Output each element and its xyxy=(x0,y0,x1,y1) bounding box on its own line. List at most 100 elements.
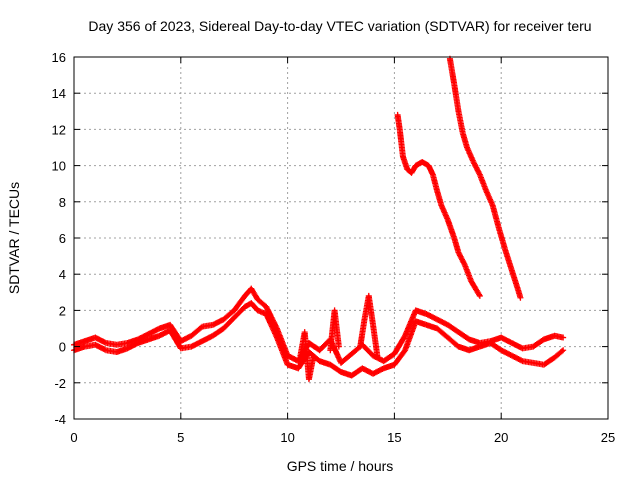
series-low-track-b xyxy=(71,300,567,379)
data-point xyxy=(135,331,151,343)
data-point xyxy=(273,325,291,358)
x-tick-label: 25 xyxy=(601,430,615,445)
data-point xyxy=(508,267,521,293)
data-point xyxy=(145,326,162,337)
y-tick-label: 4 xyxy=(59,267,66,282)
data-point xyxy=(444,321,461,335)
data-point xyxy=(461,262,474,283)
data-point xyxy=(248,300,260,313)
data-point xyxy=(508,352,525,364)
data-point xyxy=(177,333,194,345)
data-point xyxy=(167,327,184,351)
data-point xyxy=(438,202,451,222)
data-point xyxy=(455,249,468,267)
data-point xyxy=(338,351,354,366)
data-point xyxy=(434,325,450,340)
series-spike-13.8 xyxy=(357,292,381,359)
data-point xyxy=(380,351,397,365)
ticks xyxy=(73,56,609,420)
data-point xyxy=(446,55,457,86)
x-tick-label: 10 xyxy=(280,430,294,445)
data-point xyxy=(402,319,419,354)
y-tick-label: 2 xyxy=(59,303,66,318)
data-point xyxy=(468,278,483,299)
data-point xyxy=(498,347,514,358)
series-high-track-1 xyxy=(394,111,483,299)
data-point xyxy=(394,111,403,131)
data-point xyxy=(199,333,215,345)
data-point xyxy=(273,334,291,367)
series-high-track-2 xyxy=(446,55,524,301)
data-point xyxy=(451,235,462,255)
data-point xyxy=(459,130,470,150)
y-tick-label: 16 xyxy=(52,50,66,65)
data-points xyxy=(71,55,567,383)
series-spike-12.2 xyxy=(327,307,342,354)
data-point xyxy=(209,326,226,339)
data-point xyxy=(370,365,386,377)
tick-labels: 0 5 10 15 20 25 -4 -2 0 2 4 6 8 10 12 14 16 xyxy=(52,50,616,445)
y-tick-label: -2 xyxy=(54,376,66,391)
data-point xyxy=(357,317,368,350)
data-point xyxy=(429,171,440,193)
data-point xyxy=(316,337,333,354)
data-point xyxy=(502,247,515,273)
data-point xyxy=(167,321,183,343)
x-tick-label: 20 xyxy=(494,430,508,445)
data-point xyxy=(455,329,471,342)
data-point xyxy=(540,355,557,368)
x-tick-label: 0 xyxy=(70,430,77,445)
data-point xyxy=(451,81,462,113)
data-point xyxy=(263,303,280,331)
data-point xyxy=(92,341,108,353)
data-point xyxy=(124,340,140,352)
data-point xyxy=(434,187,444,207)
data-point xyxy=(489,202,502,231)
data-point xyxy=(188,324,204,339)
data-point xyxy=(231,294,247,314)
x-axis-title: GPS time / hours xyxy=(287,458,394,474)
data-point xyxy=(498,334,514,346)
data-point xyxy=(551,332,567,341)
data-point xyxy=(515,287,524,301)
data-point xyxy=(331,307,342,350)
data-point xyxy=(455,108,466,135)
data-point xyxy=(423,311,439,322)
y-tick-label: 8 xyxy=(59,195,66,210)
data-point xyxy=(476,171,489,193)
series-spike-10.8 xyxy=(297,329,317,383)
data-point xyxy=(92,334,108,346)
data-point xyxy=(396,126,406,159)
data-point xyxy=(444,334,461,349)
data-point xyxy=(254,296,269,309)
y-tick-label: -4 xyxy=(54,412,66,427)
y-tick-label: 14 xyxy=(52,86,66,101)
data-point xyxy=(188,338,204,350)
data-point xyxy=(231,304,247,321)
data-point xyxy=(483,187,496,207)
data-point xyxy=(464,144,476,164)
data-point xyxy=(391,348,408,368)
data-point xyxy=(248,285,260,302)
x-tick-label: 15 xyxy=(387,430,401,445)
chart-title: Day 356 of 2023, Sidereal Day-to-day VTE… xyxy=(88,18,591,34)
data-point xyxy=(327,361,343,375)
y-tick-label: 6 xyxy=(59,231,66,246)
series-low-track-a xyxy=(71,285,567,366)
y-tick-label: 10 xyxy=(52,159,66,174)
data-point xyxy=(370,321,381,359)
data-point xyxy=(220,315,237,332)
y-tick-label: 12 xyxy=(52,122,66,137)
data-point xyxy=(220,308,237,323)
data-point xyxy=(419,158,431,168)
data-point xyxy=(365,292,376,327)
data-point xyxy=(530,337,546,350)
y-tick-label: 0 xyxy=(59,340,66,355)
x-tick-label: 5 xyxy=(177,430,184,445)
data-point xyxy=(263,311,280,340)
data-point xyxy=(391,334,408,357)
data-point xyxy=(305,354,317,383)
data-point xyxy=(402,308,419,339)
y-axis-title: SDTVAR / TECUs xyxy=(6,182,22,294)
